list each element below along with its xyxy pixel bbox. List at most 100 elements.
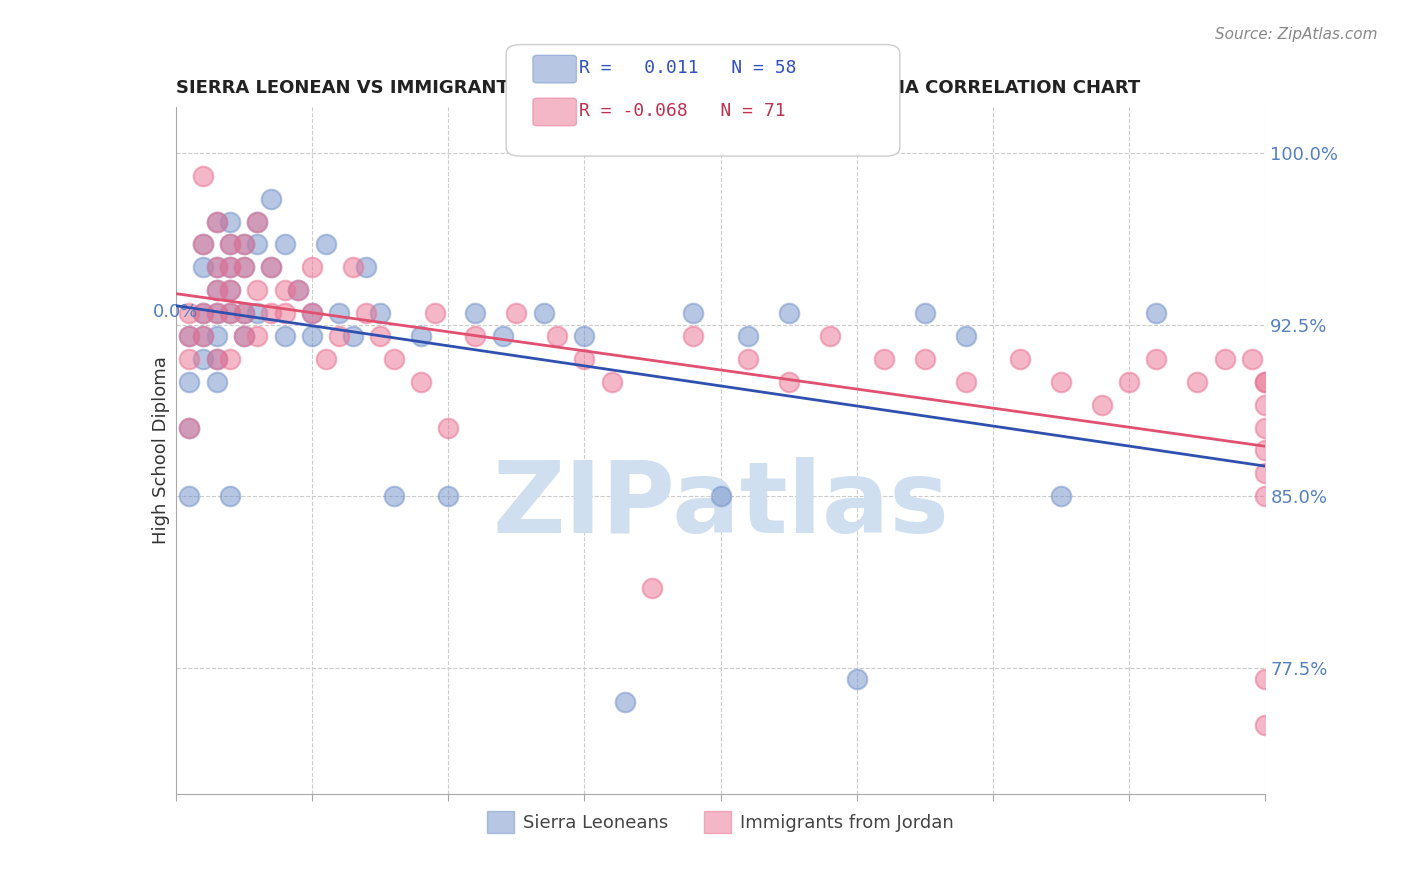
Point: [205, 283, 228, 297]
Point: [342, 329, 364, 343]
Point: [1118, 375, 1140, 389]
Point: [205, 351, 228, 366]
Text: ZIPatlas: ZIPatlas: [492, 457, 949, 554]
Point: [274, 329, 297, 343]
Point: [246, 329, 269, 343]
Point: [1010, 351, 1032, 366]
Point: [260, 260, 283, 275]
Point: [492, 329, 515, 343]
Text: 0.0%: 0.0%: [153, 302, 198, 321]
Point: [1254, 443, 1277, 458]
Point: [246, 237, 269, 252]
Point: [574, 351, 596, 366]
Point: [191, 306, 214, 320]
Point: [301, 329, 323, 343]
Point: [873, 351, 896, 366]
Point: [301, 306, 323, 320]
Point: [205, 306, 228, 320]
Point: [179, 351, 201, 366]
Point: [287, 283, 309, 297]
Point: [191, 329, 214, 343]
Point: [600, 375, 623, 389]
Point: [1187, 375, 1209, 389]
Point: [737, 329, 759, 343]
Point: [368, 306, 391, 320]
Point: [205, 214, 228, 228]
Point: [409, 329, 432, 343]
Point: [1144, 351, 1167, 366]
Point: [464, 306, 486, 320]
Point: [179, 375, 201, 389]
Point: [1254, 398, 1277, 412]
Point: [246, 214, 269, 228]
Point: [1254, 375, 1277, 389]
Point: [356, 260, 378, 275]
Point: [1254, 467, 1277, 481]
Point: [315, 351, 337, 366]
Point: [1144, 306, 1167, 320]
Point: [232, 237, 254, 252]
Point: [1050, 489, 1073, 503]
Point: [845, 673, 868, 687]
Point: [546, 329, 568, 343]
Point: [179, 329, 201, 343]
Point: [356, 306, 378, 320]
Point: [205, 214, 228, 228]
Point: [219, 283, 242, 297]
Point: [191, 260, 214, 275]
Point: [328, 329, 350, 343]
Point: [191, 351, 214, 366]
Point: [287, 283, 309, 297]
Point: [232, 260, 254, 275]
Point: [778, 306, 800, 320]
Point: [219, 283, 242, 297]
Point: [191, 237, 214, 252]
Point: [533, 306, 555, 320]
Point: [301, 306, 323, 320]
Point: [315, 237, 337, 252]
Point: [219, 351, 242, 366]
Point: [1091, 398, 1114, 412]
Point: [423, 306, 446, 320]
Point: [1254, 420, 1277, 434]
Point: [191, 169, 214, 183]
Point: [614, 695, 637, 709]
Point: [205, 351, 228, 366]
Point: [955, 329, 977, 343]
Text: SIERRA LEONEAN VS IMMIGRANTS FROM JORDAN HIGH SCHOOL DIPLOMA CORRELATION CHART: SIERRA LEONEAN VS IMMIGRANTS FROM JORDAN…: [176, 79, 1140, 97]
Point: [409, 375, 432, 389]
Point: [219, 260, 242, 275]
Point: [232, 306, 254, 320]
Point: [205, 283, 228, 297]
Point: [328, 306, 350, 320]
Point: [382, 351, 405, 366]
Point: [818, 329, 841, 343]
Point: [778, 375, 800, 389]
Point: [437, 489, 460, 503]
Point: [219, 306, 242, 320]
Point: [179, 489, 201, 503]
Point: [737, 351, 759, 366]
Point: [232, 237, 254, 252]
Point: [1213, 351, 1236, 366]
Point: [179, 420, 201, 434]
Point: [246, 306, 269, 320]
Point: [205, 306, 228, 320]
Text: R = -0.068   N = 71: R = -0.068 N = 71: [579, 102, 786, 120]
Point: [274, 283, 297, 297]
Point: [191, 306, 214, 320]
Point: [205, 260, 228, 275]
Y-axis label: High School Diploma: High School Diploma: [152, 357, 170, 544]
Point: [274, 237, 297, 252]
Point: [1254, 673, 1277, 687]
Point: [219, 214, 242, 228]
Point: [437, 420, 460, 434]
Point: [464, 329, 486, 343]
Point: [232, 329, 254, 343]
Point: [219, 489, 242, 503]
Point: [219, 306, 242, 320]
Point: [505, 306, 527, 320]
Point: [1254, 718, 1277, 732]
Point: [246, 214, 269, 228]
Point: [179, 306, 201, 320]
